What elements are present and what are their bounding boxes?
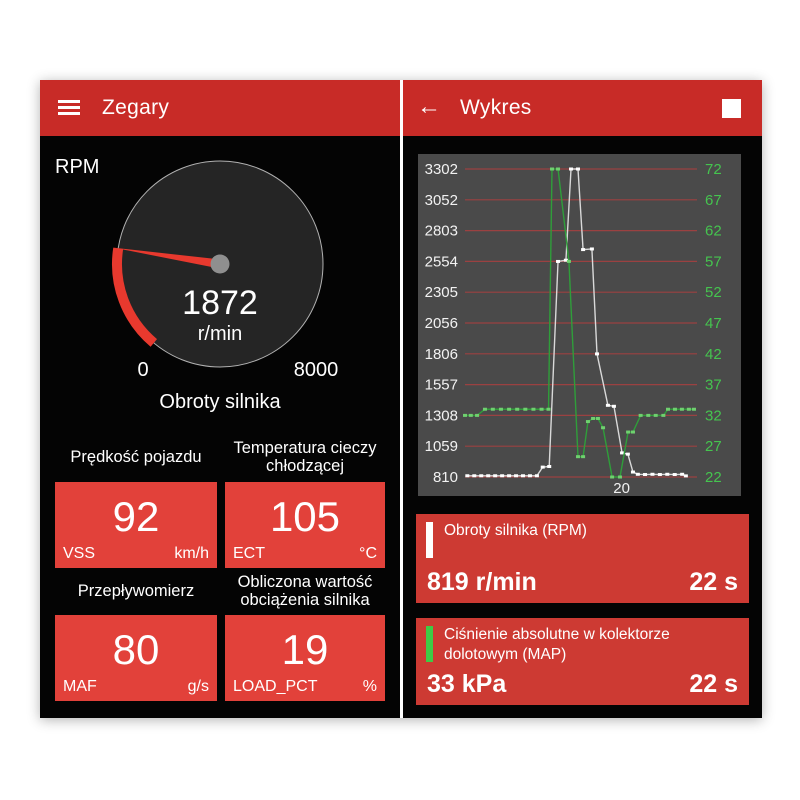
tile-load-pct[interactable]: 19 LOAD_PCT % [225,615,385,701]
tile-maf[interactable]: 80 MAF g/s [55,615,217,701]
svg-text:27: 27 [705,438,722,455]
line-chart: 3302 72 3052 67 2803 62 2554 57 2305 52 2056 47 1806… [425,161,722,497]
svg-text:47: 47 [705,315,722,332]
svg-text:1308: 1308 [425,407,458,424]
svg-text:2056: 2056 [425,315,458,332]
svg-text:3302: 3302 [425,161,458,178]
series-current-value: 33 kPa [427,670,507,698]
hamburger-menu-icon[interactable] [58,100,80,116]
series-label: Obroty silnika (RPM) [444,522,587,539]
svg-text:1806: 1806 [425,346,458,363]
line-chart-area[interactable]: 3302 72 3052 67 2803 62 2554 57 2305 52 2056 47 1806… [418,154,741,497]
tile-ect[interactable]: 105 ECT °C [225,482,385,568]
gauge-caption: Obroty silnika [159,391,281,413]
page-title-gauges: Zegary [102,96,170,119]
chart-appbar: ← Wykres [403,80,762,136]
svg-text:1557: 1557 [425,377,458,394]
svg-text:1059: 1059 [425,438,458,455]
tile-title-load: Obliczona wartość obciążenia silnika [237,573,373,609]
svg-text:20: 20 [613,480,630,496]
gauge-unit: r/min [197,323,243,345]
svg-text:42: 42 [705,346,722,363]
gauges-appbar: Zegary [40,80,400,136]
tile-unit: g/s [187,678,209,695]
svg-text:2305: 2305 [425,284,458,301]
app-screens: Zegary RPM 1872 r/min 0 8000 Obroty siln… [40,80,762,718]
tile-unit: km/h [174,545,209,562]
svg-text:62: 62 [705,223,722,240]
rpm-gauge-dial[interactable] [40,135,400,395]
tile-title-maf: Przepływomierz [77,582,195,600]
series-color-swatch [426,626,433,662]
series-duration: 22 s [689,670,738,698]
series-color-swatch [426,522,433,558]
svg-text:2554: 2554 [425,253,458,270]
series-duration: 22 s [689,568,738,596]
tile-value: 80 [112,626,160,673]
svg-text:72: 72 [705,161,722,178]
tile-unit: % [362,678,377,695]
tile-vss[interactable]: 92 VSS km/h [55,482,217,568]
series-card-map[interactable]: Ciśnienie absolutne w kolektorze dolotow… [416,618,749,705]
svg-text:22: 22 [705,469,722,486]
svg-text:32: 32 [705,407,722,424]
back-arrow-icon[interactable]: ← [417,93,441,120]
tile-pid-code: MAF [63,678,97,695]
tile-title-vss: Prędkość pojazdu [70,448,202,466]
svg-text:67: 67 [705,192,722,209]
svg-text:37: 37 [705,377,722,394]
gauge-min-label: 0 [137,359,149,381]
tile-value: 105 [269,493,341,540]
tile-pid-code: VSS [63,545,96,562]
series-label: Ciśnienie absolutne w kolektorze dolotow… [444,626,670,663]
svg-text:3052: 3052 [425,192,458,209]
series-current-value: 819 r/min [427,568,537,596]
stop-record-icon[interactable] [722,99,741,118]
gauge-value: 1872 [182,284,258,322]
tile-unit: °C [359,545,377,562]
tile-title-ect: Temperatura cieczy chłodzącej [233,439,377,475]
tile-pid-code: ECT [233,545,265,562]
chart-screen: ← Wykres 3302 72 3052 67 2803 62 2554 57 2305 52 2… [403,80,762,718]
tile-pid-code: LOAD_PCT [233,678,318,695]
tile-value: 19 [281,626,329,673]
page-title-chart: Wykres [460,96,532,119]
svg-text:810: 810 [433,469,458,486]
svg-text:57: 57 [705,253,722,270]
svg-text:2803: 2803 [425,223,458,240]
series-card-rpm[interactable]: Obroty silnika (RPM) 819 r/min 22 s [416,514,749,603]
tile-value: 92 [112,493,160,540]
gauges-screen: Zegary RPM 1872 r/min 0 8000 Obroty siln… [40,80,400,718]
gauge-pid-label: RPM [55,156,100,178]
gauge-max-label: 8000 [293,359,339,381]
svg-text:52: 52 [705,284,722,301]
